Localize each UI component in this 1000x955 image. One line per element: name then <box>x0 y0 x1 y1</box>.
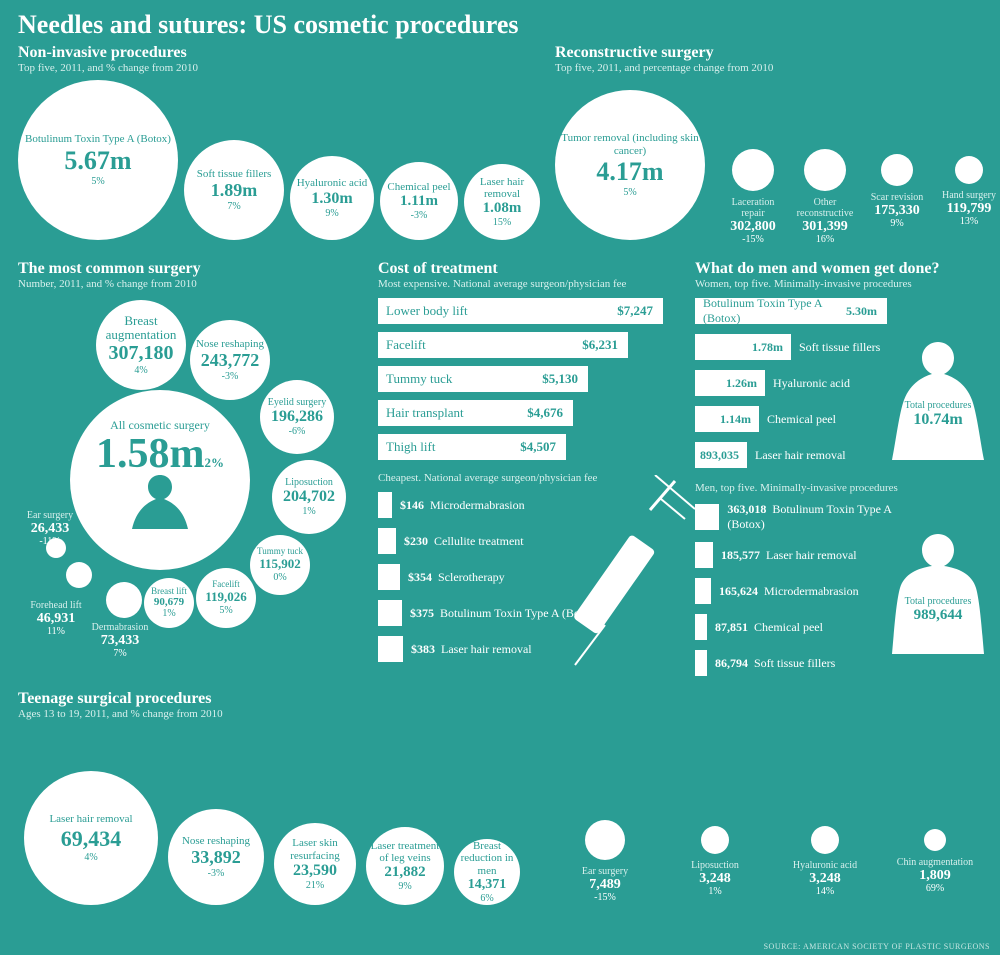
cost-bar: Hair transplant$4,676 <box>378 400 573 426</box>
syringe-icon <box>555 475 695 675</box>
men-total-val: 989,644 <box>898 607 978 624</box>
teen-small: Chin augmentation1,80969% <box>890 829 980 894</box>
ring-bubble: Breast lift 90,679 1% <box>144 578 194 628</box>
ring-bubble: Tummy tuck 115,902 0% <box>250 535 310 595</box>
noninvasive-section: Non-invasive procedures Top five, 2011, … <box>18 44 538 74</box>
ring-bubble: Eyelid surgery 196,286 -6% <box>260 380 334 454</box>
men-bar: 86,794 Soft tissue fillers <box>695 650 895 676</box>
bubble: Laser skin resurfacing 23,590 21% <box>274 823 356 905</box>
bubble: Laser treatment of leg veins 21,882 9% <box>366 827 444 905</box>
women-bar: Botulinum Toxin Type A (Botox)5.30m <box>695 298 895 324</box>
women-bar: 1.14mChemical peel <box>695 406 895 432</box>
small-bubble: Other reconstructive 301,399 16% <box>792 149 858 245</box>
women-bars: Botulinum Toxin Type A (Botox)5.30m 1.78m… <box>695 298 895 468</box>
cost-expensive-list: Lower body lift$7,247 Facelift$6,231 Tummy… <box>378 298 678 460</box>
ring-label: Forehead lift46,93111% <box>16 600 96 637</box>
reconstructive-section: Reconstructive surgery Top five, 2011, a… <box>555 44 985 74</box>
cost-bar: Lower body lift$7,247 <box>378 298 663 324</box>
cost-title: Cost of treatment <box>378 260 678 278</box>
bubble: Tumor removal (including skin cancer) 4.… <box>555 90 705 240</box>
bubble: Hyaluronic acid 1.30m 9% <box>290 156 374 240</box>
page-title: Needles and sutures: US cosmetic procedu… <box>0 0 1000 44</box>
common-title: The most common surgery <box>18 260 358 278</box>
cost-sub1: Most expensive. National average surgeon… <box>378 278 678 290</box>
bubble: Laser hair removal 1.08m 15% <box>464 164 540 240</box>
ring-bubble: Nose reshaping 243,772 -3% <box>190 320 270 400</box>
gender-women-sub: Women, top five. Minimally-invasive proc… <box>695 278 995 290</box>
teen-small: Hyaluronic acid3,24814% <box>780 826 870 897</box>
teen-title: Teenage surgical procedures <box>18 690 518 708</box>
women-bar: 1.78mSoft tissue fillers <box>695 334 895 360</box>
women-total-label: Total procedures <box>898 400 978 411</box>
noninvasive-title: Non-invasive procedures <box>18 44 538 62</box>
men-total: Total procedures 989,644 <box>898 596 978 624</box>
men-bar: 363,018 Botulinum Toxin Type A (Botox) <box>695 502 895 532</box>
teen-small: Ear surgery7,489-15% <box>560 820 650 903</box>
common-section: The most common surgery Number, 2011, an… <box>18 260 358 290</box>
cost-bar: Tummy tuck$5,130 <box>378 366 588 392</box>
men-total-label: Total procedures <box>898 596 978 607</box>
teen-section: Teenage surgical procedures Ages 13 to 1… <box>18 690 518 720</box>
ring-bubble: Facelift 119,026 5% <box>196 568 256 628</box>
source-label: SOURCE: AMERICAN SOCIETY OF PLASTIC SURG… <box>764 942 990 951</box>
women-total: Total procedures 10.74m <box>898 400 978 429</box>
reconstructive-sub: Top five, 2011, and percentage change fr… <box>555 62 985 74</box>
women-bar: 893,035Laser hair removal <box>695 442 895 468</box>
bubble: Breast reduction in men 14,371 6% <box>454 839 520 905</box>
teen-small: Liposuction3,2481% <box>670 826 760 897</box>
teen-sub: Ages 13 to 19, 2011, and % change from 2… <box>18 708 518 720</box>
men-bar: 87,851 Chemical peel <box>695 614 895 640</box>
men-bar: 185,577 Laser hair removal <box>695 542 895 568</box>
bubble: Soft tissue fillers 1.89m 7% <box>184 140 284 240</box>
small-bubble: Hand surgery 119,799 13% <box>936 156 1000 227</box>
bubble: Botulinum Toxin Type A (Botox) 5.67m 5% <box>18 80 178 240</box>
ring-bubble: Breast augmentation 307,180 4% <box>96 300 186 390</box>
women-bar: 1.26mHyaluronic acid <box>695 370 895 396</box>
cost-bar: Facelift$6,231 <box>378 332 628 358</box>
cost-bar: Thigh lift$4,507 <box>378 434 566 460</box>
bubble: Nose reshaping 33,892 -3% <box>168 809 264 905</box>
reconstructive-title: Reconstructive surgery <box>555 44 985 62</box>
women-total-val: 10.74m <box>898 411 978 429</box>
gender-title: What do men and women get done? <box>695 260 995 278</box>
ring-bubble <box>106 582 142 618</box>
small-bubble: Laceration repair 302,800 -15% <box>720 149 786 245</box>
ring-bubble: Liposuction 204,702 1% <box>272 460 346 534</box>
men-bars: 363,018 Botulinum Toxin Type A (Botox) 18… <box>695 502 895 676</box>
small-bubble: Scar revision 175,330 9% <box>864 154 930 229</box>
bubble: Laser hair removal 69,434 4% <box>24 771 158 905</box>
common-center: All cosmetic surgery 1.58m2% <box>70 390 250 570</box>
noninvasive-sub: Top five, 2011, and % change from 2010 <box>18 62 538 74</box>
ring-label: Ear surgery26,433-11% <box>10 510 90 547</box>
bubble: Chemical peel 1.11m -3% <box>380 162 458 240</box>
ring-bubble <box>66 562 92 588</box>
common-sub: Number, 2011, and % change from 2010 <box>18 278 358 290</box>
men-bar: 165,624 Microdermabrasion <box>695 578 895 604</box>
